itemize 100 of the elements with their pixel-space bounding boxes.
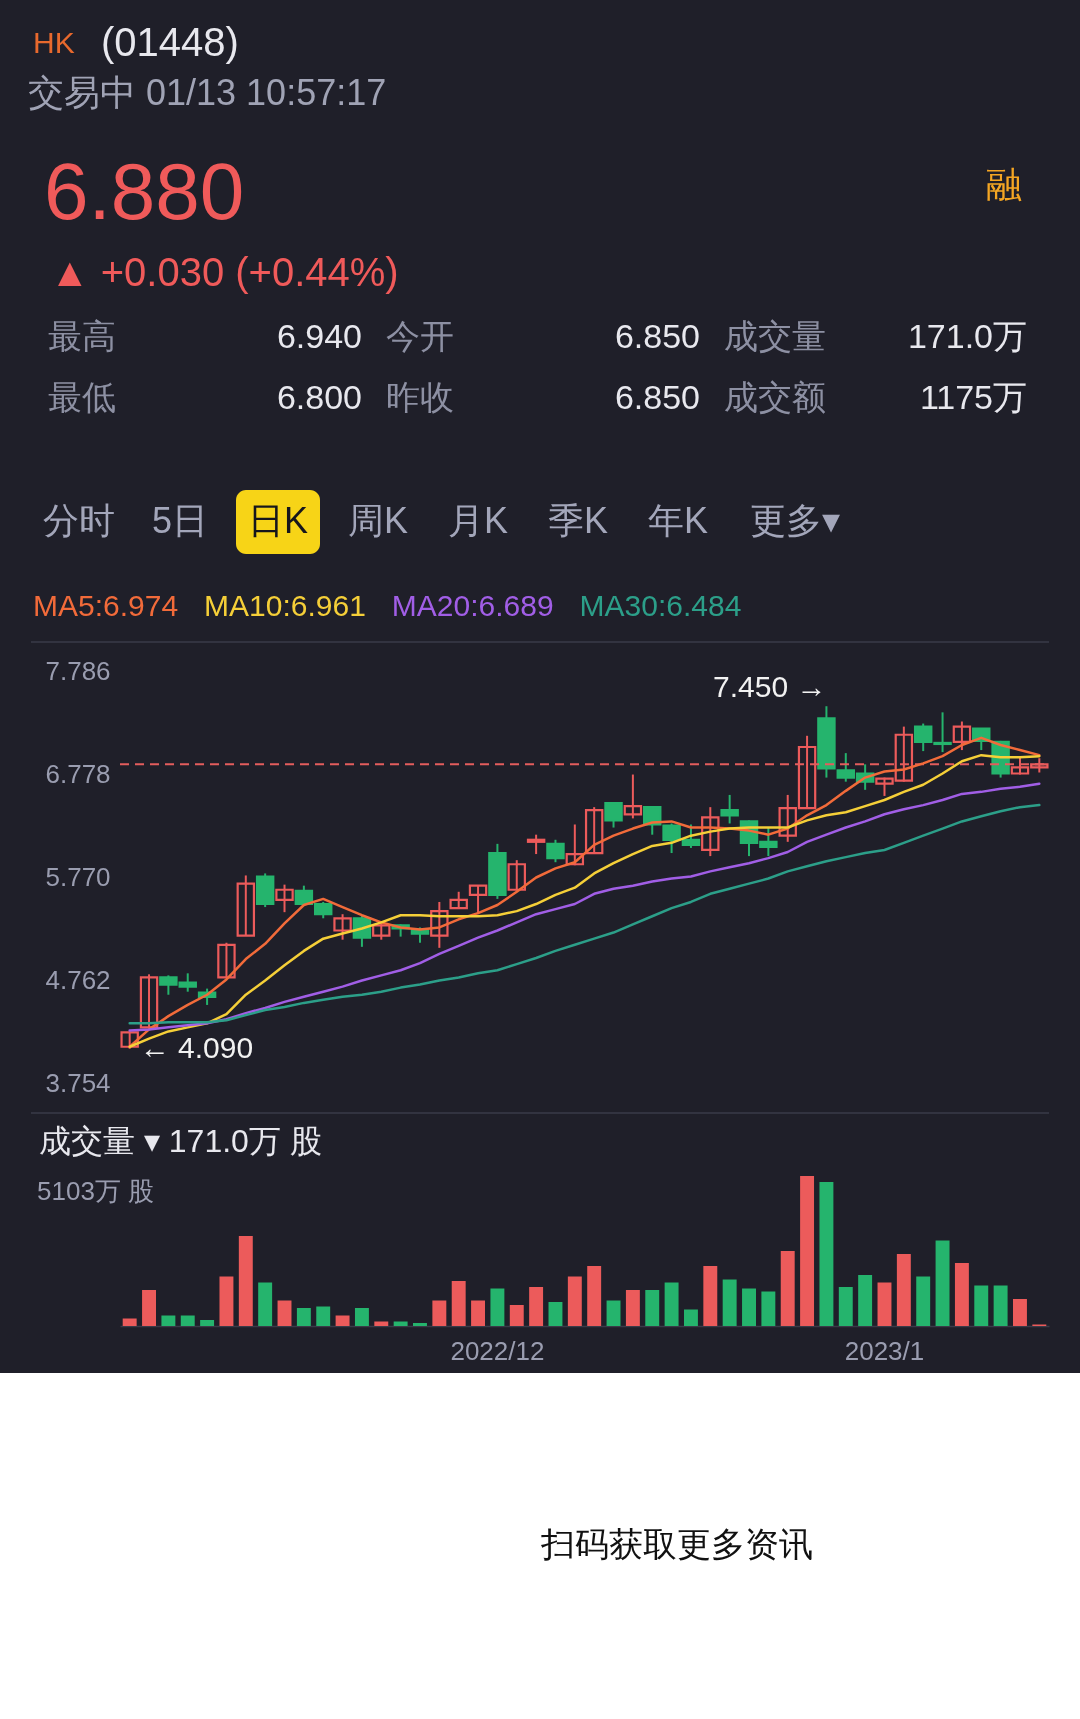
candlestick <box>430 900 449 949</box>
text: MA30:6.484 <box>579 589 742 622</box>
text: 6.850 <box>614 317 700 355</box>
bar <box>625 1290 640 1326</box>
bar <box>1013 1299 1027 1326</box>
bar <box>683 1309 698 1326</box>
bar <box>451 1281 466 1326</box>
chart-title: 成交量 ▾ 171.0万 股 <box>39 1123 322 1159</box>
candlestick <box>565 823 585 867</box>
candlestick <box>952 720 972 752</box>
candlestick <box>139 973 159 1029</box>
bar <box>896 1254 911 1326</box>
bar <box>838 1287 853 1326</box>
text: (01448) <box>101 20 239 64</box>
bar <box>277 1300 292 1326</box>
candlestick <box>546 838 565 864</box>
text: 6.940 <box>276 317 362 355</box>
bar <box>858 1275 873 1326</box>
bar <box>161 1315 176 1326</box>
bar <box>664 1282 679 1326</box>
bar <box>877 1282 892 1326</box>
text: 交易中 01/13 10:57:17 <box>28 72 387 113</box>
bar <box>587 1266 602 1326</box>
bar <box>200 1320 215 1326</box>
y-tick-label: 3.754 <box>45 1067 111 1098</box>
text: 6.800 <box>276 378 362 416</box>
bar <box>432 1300 447 1326</box>
text: 年K <box>647 500 709 541</box>
bar <box>761 1291 776 1326</box>
bar <box>742 1288 756 1326</box>
text: 成交量 <box>724 317 826 355</box>
text: HK <box>33 26 75 59</box>
text: 5日 <box>151 500 209 541</box>
y-tick-label: 6.778 <box>45 759 111 790</box>
text: 6.850 <box>614 378 700 416</box>
annotation: ← 4.090 <box>139 1030 254 1064</box>
x-tick-label: 2022/12 <box>450 1335 545 1366</box>
bar <box>142 1290 156 1326</box>
text: 昨收 <box>386 378 454 416</box>
bar <box>548 1302 563 1326</box>
bar <box>974 1285 989 1326</box>
bar <box>703 1266 718 1326</box>
candlestick <box>681 823 701 849</box>
text: MA10:6.961 <box>204 589 366 622</box>
candlestick <box>526 833 546 856</box>
bar <box>471 1300 486 1326</box>
text: 日K <box>247 500 309 541</box>
bar <box>567 1276 582 1326</box>
bar <box>316 1306 331 1326</box>
text: ▲ +0.030 (+0.44%) <box>50 250 399 294</box>
text: 1175万 <box>919 378 1027 416</box>
y-tick-label: 4.762 <box>45 964 111 995</box>
candlestick <box>701 806 720 858</box>
bar <box>722 1279 737 1326</box>
bar <box>645 1290 660 1326</box>
bar <box>916 1276 931 1326</box>
bar <box>819 1182 834 1326</box>
bar <box>993 1285 1008 1326</box>
bar <box>122 1318 137 1326</box>
text: 6.880 <box>44 147 245 236</box>
text: 月K <box>447 500 509 541</box>
text: 171.0万 <box>907 317 1027 355</box>
text: 融 <box>986 164 1022 205</box>
candlestick <box>507 859 526 892</box>
bar <box>800 1176 815 1326</box>
text: 最低 <box>48 378 116 416</box>
bar <box>509 1305 524 1326</box>
bar <box>354 1308 369 1326</box>
bar <box>606 1300 621 1326</box>
bar <box>935 1240 950 1326</box>
bar <box>490 1288 505 1326</box>
text: 周K <box>347 500 409 541</box>
bar <box>780 1251 795 1326</box>
text: 今开 <box>386 317 454 355</box>
text: MA5:6.974 <box>33 589 179 622</box>
bar <box>238 1236 253 1326</box>
bar <box>413 1323 427 1326</box>
candlestick <box>236 874 256 937</box>
candlestick <box>333 913 352 941</box>
candlestick <box>275 883 294 914</box>
bar <box>335 1315 350 1326</box>
bar <box>219 1276 234 1326</box>
text: 更多▾ <box>750 500 840 541</box>
bar <box>529 1287 544 1326</box>
text: 成交额 <box>724 378 826 416</box>
text: 扫码获取更多资讯 <box>540 1525 813 1563</box>
candlestick <box>217 941 236 979</box>
text: 分时 <box>43 500 115 541</box>
bar <box>296 1308 311 1326</box>
annotation: 7.450 → <box>713 670 827 704</box>
bar <box>954 1263 969 1326</box>
candlestick <box>720 793 739 825</box>
candlestick <box>623 773 643 820</box>
y-tick-label: 7.786 <box>45 656 111 687</box>
bar <box>180 1315 195 1326</box>
y-tick-label: 5.770 <box>45 862 111 892</box>
text: MA20:6.689 <box>391 589 554 622</box>
candlestick <box>604 801 623 829</box>
bar <box>258 1282 273 1326</box>
annotation: 5103万 股 <box>37 1176 155 1206</box>
